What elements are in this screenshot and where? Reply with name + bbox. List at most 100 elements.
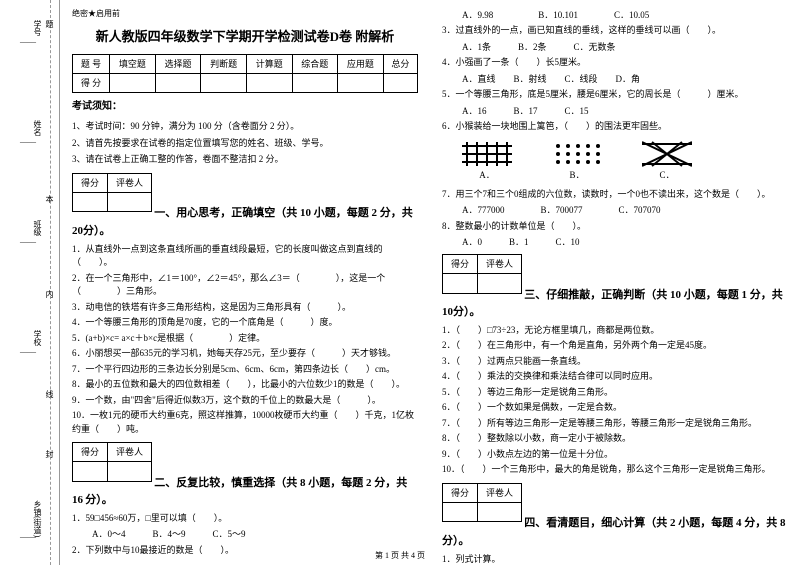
dot-fence-icon <box>552 140 602 168</box>
q: 6．小猴装给一块地围上篱笆，（ ）的围法更牢固些。 <box>442 120 788 134</box>
q: 7．一个平行四边形的三条边长分别是5cm、6cm、6cm，第四条边长（ ）cm。 <box>72 363 418 377</box>
q: 5．(a+b)×c= a×c＋b×c是根据（ ）定律。 <box>72 332 418 346</box>
q: 3．（ ）过两点只能画一条直线。 <box>442 355 788 369</box>
underline: ____ <box>20 235 36 244</box>
notice-item: 3、请在试卷上正确工整的作答，卷面不整洁扣 2 分。 <box>72 152 418 166</box>
underline: ____ <box>20 135 36 144</box>
q: 6．小丽想买一部635元的学习机，她每天存25元，至少要存（ ）天才够钱。 <box>72 347 418 361</box>
section3-title-end: 10分）。 <box>442 306 481 318</box>
notice-title: 考试须知： <box>72 99 418 115</box>
th: 题 号 <box>73 54 110 73</box>
q: 3．动电信的铁塔有许多三角形结构，这是因为三角形具有（ ）。 <box>72 301 418 315</box>
pattern-a: A． <box>462 140 512 182</box>
opt: A．0～4 B．4～9 C．5～9 <box>92 527 418 541</box>
label-c: C． <box>642 168 692 182</box>
q: 5．（ ）等边三角形一定是锐角三角形。 <box>442 386 788 400</box>
section-score-box: 得分评卷人 <box>442 483 522 523</box>
binding-margin: 学号 题 ____ 姓名 ____ 本 班级 ____ 内 学校 ____ 线 … <box>0 0 60 565</box>
th: 判断题 <box>201 54 247 73</box>
section4-title-end: 分）。 <box>442 535 470 547</box>
cross-fence-icon <box>642 140 692 168</box>
exam-title: 新人教版四年级数学下学期开学检测试卷D卷 附解析 <box>72 27 418 48</box>
cell <box>246 73 292 92</box>
q: 10．一枚1元的硬币大约重6克，照这样推算，10000枚硬币大约重（ ）千克，1… <box>72 409 418 436</box>
reviewer-cell: 评卷人 <box>478 483 522 502</box>
q: 1．从直线外一点到这条直线所画的垂直线段最短，它的长度叫做这点到直线的（ ）。 <box>72 243 418 270</box>
section1-title: 一、用心思考，正确填空（共 10 小题，每题 2 分，共 <box>154 207 413 219</box>
score-label: 得 分 <box>73 73 110 92</box>
cell <box>338 73 384 92</box>
left-column: 绝密★启用前 新人教版四年级数学下学期开学检测试卷D卷 附解析 题 号 填空题 … <box>60 0 430 565</box>
notice-item: 2、请首先按要求在试卷的指定位置填写您的姓名、班级、学号。 <box>72 136 418 150</box>
pattern-b: B． <box>552 140 602 182</box>
reviewer-cell: 评卷人 <box>108 173 152 192</box>
underline: ____ <box>20 530 36 539</box>
q: 8．整数最小的计数单位是（ ）。 <box>442 220 788 234</box>
opt: A．0 B．1 C．10 <box>462 235 788 249</box>
side-marker: 封 <box>44 450 55 458</box>
side-label-name: 姓名 <box>32 120 43 136</box>
score-cell: 得分 <box>73 173 108 192</box>
cell <box>478 274 522 293</box>
side-label-id: 学号 <box>32 20 43 36</box>
q: 1．（ ）□73÷23，无论方框里填几，商都是两位数。 <box>442 324 788 338</box>
underline: ____ <box>20 345 36 354</box>
th: 计算题 <box>246 54 292 73</box>
cell <box>443 274 478 293</box>
cell <box>110 73 156 92</box>
q: 10．（ ）一个三角形中，最大的角是锐角，那么这个三角形一定是锐角三角形。 <box>442 463 788 477</box>
score-cell: 得分 <box>443 483 478 502</box>
q: 9．（ ）小数点左边的第一位是十分位。 <box>442 448 788 462</box>
cell <box>383 73 417 92</box>
opt: A．9.98 B．10.101 C．10.05 <box>462 8 788 22</box>
side-marker: 内 <box>44 290 55 298</box>
cell <box>155 73 201 92</box>
q: 1．59□456≈60万，□里可以填（ ）。 <box>72 512 418 526</box>
side-label-class: 班级 <box>32 220 43 236</box>
reviewer-cell: 评卷人 <box>108 443 152 462</box>
q: 9．一个数，由"四舍"后得近似数3万，这个数的千位上的数最大是（ ）。 <box>72 394 418 408</box>
q: 4．一个等腰三角形的顶角是70度，它的一个底角是（ ）度。 <box>72 316 418 330</box>
th: 总分 <box>383 54 417 73</box>
table-row: 得 分 <box>73 73 418 92</box>
cell <box>201 73 247 92</box>
underline: ____ <box>20 35 36 44</box>
page-footer: 第 1 页 共 4 页 <box>0 550 800 561</box>
exam-page: 学号 题 ____ 姓名 ____ 本 班级 ____ 内 学校 ____ 线 … <box>0 0 800 565</box>
side-marker: 本 <box>44 195 55 203</box>
opt: A．1条 B．2条 C．无数条 <box>462 40 788 54</box>
section-score-box: 得分评卷人 <box>72 173 152 213</box>
section3-title: 三、仔细推敲，正确判断（共 10 小题，每题 1 分，共 <box>524 289 783 301</box>
side-marker: 线 <box>44 390 55 398</box>
cell <box>73 192 108 211</box>
th: 选择题 <box>155 54 201 73</box>
q: 7．（ ）所有等边三角形一定是等腰三角形，等腰三角形一定是锐角三角形。 <box>442 417 788 431</box>
score-cell: 得分 <box>443 254 478 273</box>
section-score-box: 得分评卷人 <box>442 254 522 294</box>
section-score-box: 得分评卷人 <box>72 442 152 482</box>
cell <box>73 462 108 481</box>
score-table: 题 号 填空题 选择题 判断题 计算题 综合题 应用题 总分 得 分 <box>72 54 418 94</box>
opt: A．777000 B．700077 C．707070 <box>462 203 788 217</box>
side-marker: 题 <box>44 20 55 28</box>
dashed-line <box>50 0 51 565</box>
th: 填空题 <box>110 54 156 73</box>
cell <box>443 503 478 522</box>
table-row: 题 号 填空题 选择题 判断题 计算题 综合题 应用题 总分 <box>73 54 418 73</box>
q: 8．最小的五位数和最大的四位数相差（ ），比最小的六位数少1的数是（ ）。 <box>72 378 418 392</box>
cell <box>292 73 338 92</box>
q: 7．用三个7和三个0组成的六位数，读数时，一个0也不读出来，这个数是（ ）。 <box>442 188 788 202</box>
notice-item: 1、考试时间：90 分钟，满分为 100 分（含卷面分 2 分）。 <box>72 119 418 133</box>
score-cell: 得分 <box>73 443 108 462</box>
q: 2．（ ）在三角形中，有一个角是直角，另外两个角一定是45度。 <box>442 339 788 353</box>
opt: A．直线 B．射线 C．线段 D．角 <box>462 72 788 86</box>
q: 6．（ ）一个数如果是偶数，一定是合数。 <box>442 401 788 415</box>
cell <box>108 192 152 211</box>
section2-title-end: 分）。 <box>85 494 113 506</box>
section1-title-end: 20分）。 <box>72 225 111 237</box>
q: 4．（ ）乘法的交换律和乘法结合律可以同时应用。 <box>442 370 788 384</box>
q: 8．（ ）整数除以小数，商一定小于被除数。 <box>442 432 788 446</box>
opt: A．16 B．17 C．15 <box>462 104 788 118</box>
q: 5．一个等腰三角形，底是5厘米，腰是6厘米，它的周长是（ ）厘米。 <box>442 88 788 102</box>
label-a: A． <box>462 168 512 182</box>
